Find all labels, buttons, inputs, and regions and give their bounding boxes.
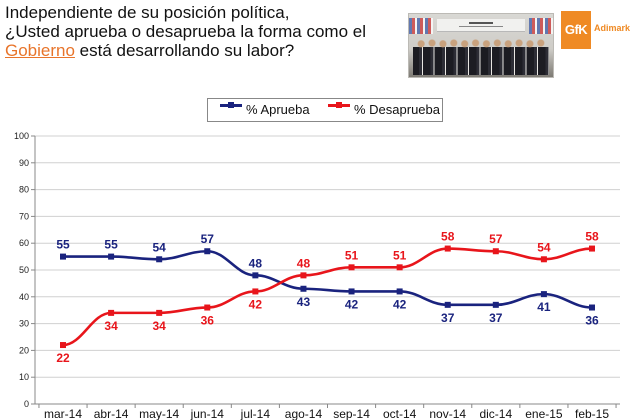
data-label-desaprueba-jun-14: 36	[201, 314, 215, 328]
data-label-desaprueba-ago-14: 48	[297, 256, 311, 270]
photo-people	[413, 35, 549, 75]
x-tick-label-abr-14: abr-14	[94, 407, 129, 420]
marker-desaprueba-may-14	[156, 309, 163, 316]
marker-aprueba-jul-14	[252, 272, 259, 279]
survey-question: Independiente de su posición política, ¿…	[5, 3, 405, 60]
y-tick-label-80: 80	[19, 185, 29, 195]
chart-legend: % Aprueba % Desaprueba	[207, 98, 443, 122]
marker-desaprueba-feb-15	[589, 245, 595, 252]
data-label-desaprueba-may-14: 34	[153, 319, 167, 333]
marker-desaprueba-oct-14	[396, 264, 403, 271]
marker-desaprueba-jul-14	[252, 288, 259, 295]
marker-desaprueba-abr-14	[108, 309, 115, 316]
marker-aprueba-feb-15	[589, 304, 595, 311]
marker-desaprueba-mar-14	[60, 342, 66, 349]
y-tick-label-50: 50	[19, 265, 29, 275]
legend-desaprueba-swatch	[328, 102, 350, 108]
question-line-3-rest: está desarrollando su labor?	[74, 41, 295, 60]
data-label-desaprueba-abr-14: 34	[104, 319, 118, 333]
x-tick-label-may-14: may-14	[139, 407, 179, 420]
data-label-aprueba-abr-14: 55	[104, 238, 118, 252]
y-tick-label-40: 40	[19, 292, 29, 302]
marker-aprueba-nov-14	[444, 301, 451, 308]
marker-desaprueba-jun-14	[204, 304, 211, 311]
marker-aprueba-ago-14	[300, 285, 307, 292]
y-tick-label-10: 10	[19, 372, 29, 382]
flag-decoration-right	[529, 18, 553, 34]
x-tick-label-feb-15: feb-15	[575, 407, 609, 420]
data-label-aprueba-jun-14: 57	[201, 232, 215, 246]
marker-desaprueba-sep-14	[348, 264, 355, 271]
series-line-desaprueba	[62, 247, 593, 347]
photo-banner	[437, 19, 525, 32]
data-label-aprueba-jul-14: 48	[249, 256, 263, 270]
data-label-aprueba-nov-14: 37	[441, 311, 455, 325]
x-tick-label-mar-14: mar-14	[44, 407, 82, 420]
gfk-adimark-logo: GfK Adimark	[561, 11, 633, 49]
marker-aprueba-jun-14	[204, 248, 211, 255]
data-label-aprueba-sep-14: 42	[345, 297, 359, 311]
data-label-desaprueba-oct-14: 51	[393, 248, 407, 262]
marker-aprueba-dic-14	[492, 301, 499, 308]
legend-desaprueba-label: % Desaprueba	[354, 102, 440, 117]
cabinet-photo	[408, 13, 554, 78]
data-label-aprueba-oct-14: 42	[393, 297, 407, 311]
series-line-aprueba	[63, 249, 593, 309]
x-tick-label-nov-14: nov-14	[429, 407, 466, 420]
y-tick-label-30: 30	[19, 319, 29, 329]
y-tick-label-70: 70	[19, 211, 29, 221]
flag-decoration-left	[409, 18, 433, 34]
marker-aprueba-oct-14	[396, 288, 403, 295]
question-line-3: Gobierno está desarrollando su labor?	[5, 41, 405, 60]
question-line-2: ¿Usted aprueba o desaprueba la forma com…	[5, 22, 366, 41]
gobierno-link[interactable]: Gobierno	[5, 41, 75, 60]
data-label-desaprueba-feb-15: 58	[585, 230, 599, 244]
x-tick-label-sep-14: sep-14	[333, 407, 370, 420]
data-label-aprueba-dic-14: 37	[489, 311, 503, 325]
data-label-aprueba-ene-15: 41	[537, 300, 551, 314]
y-tick-label-0: 0	[24, 399, 29, 409]
marker-aprueba-ene-15	[540, 291, 547, 298]
x-tick-label-jun-14: jun-14	[190, 407, 225, 420]
marker-aprueba-abr-14	[108, 253, 115, 260]
data-label-desaprueba-sep-14: 51	[345, 248, 359, 262]
y-tick-label-90: 90	[19, 158, 29, 168]
y-tick-label-100: 100	[14, 131, 29, 141]
data-label-desaprueba-ene-15: 54	[537, 240, 551, 254]
x-tick-label-ene-15: ene-15	[525, 407, 563, 420]
data-label-desaprueba-mar-14: 22	[56, 351, 70, 365]
x-tick-label-oct-14: oct-14	[383, 407, 417, 420]
legend-aprueba-label: % Aprueba	[246, 102, 310, 117]
data-label-aprueba-may-14: 54	[153, 240, 167, 254]
marker-desaprueba-nov-14	[444, 245, 451, 252]
data-label-desaprueba-dic-14: 57	[489, 232, 503, 246]
data-label-desaprueba-jul-14: 42	[249, 297, 263, 311]
marker-aprueba-may-14	[156, 256, 163, 263]
marker-aprueba-mar-14	[60, 253, 66, 260]
marker-desaprueba-dic-14	[492, 248, 499, 255]
data-label-desaprueba-nov-14: 58	[441, 230, 455, 244]
legend-aprueba-swatch	[220, 102, 242, 108]
data-label-aprueba-mar-14: 55	[56, 238, 70, 252]
gfk-logo-mark: GfK	[561, 11, 591, 49]
question-line-1: Independiente de su posición política,	[5, 3, 290, 22]
y-tick-label-20: 20	[19, 345, 29, 355]
adimark-logo-word: Adimark	[594, 23, 631, 33]
x-tick-label-jul-14: jul-14	[240, 407, 271, 420]
data-label-aprueba-feb-15: 36	[585, 314, 599, 328]
marker-aprueba-sep-14	[348, 288, 355, 295]
x-tick-label-dic-14: dic-14	[479, 407, 512, 420]
y-tick-label-60: 60	[19, 238, 29, 248]
marker-desaprueba-ago-14	[300, 272, 307, 279]
x-tick-label-ago-14: ago-14	[285, 407, 323, 420]
marker-desaprueba-ene-15	[540, 256, 547, 263]
data-label-aprueba-ago-14: 43	[297, 295, 311, 309]
